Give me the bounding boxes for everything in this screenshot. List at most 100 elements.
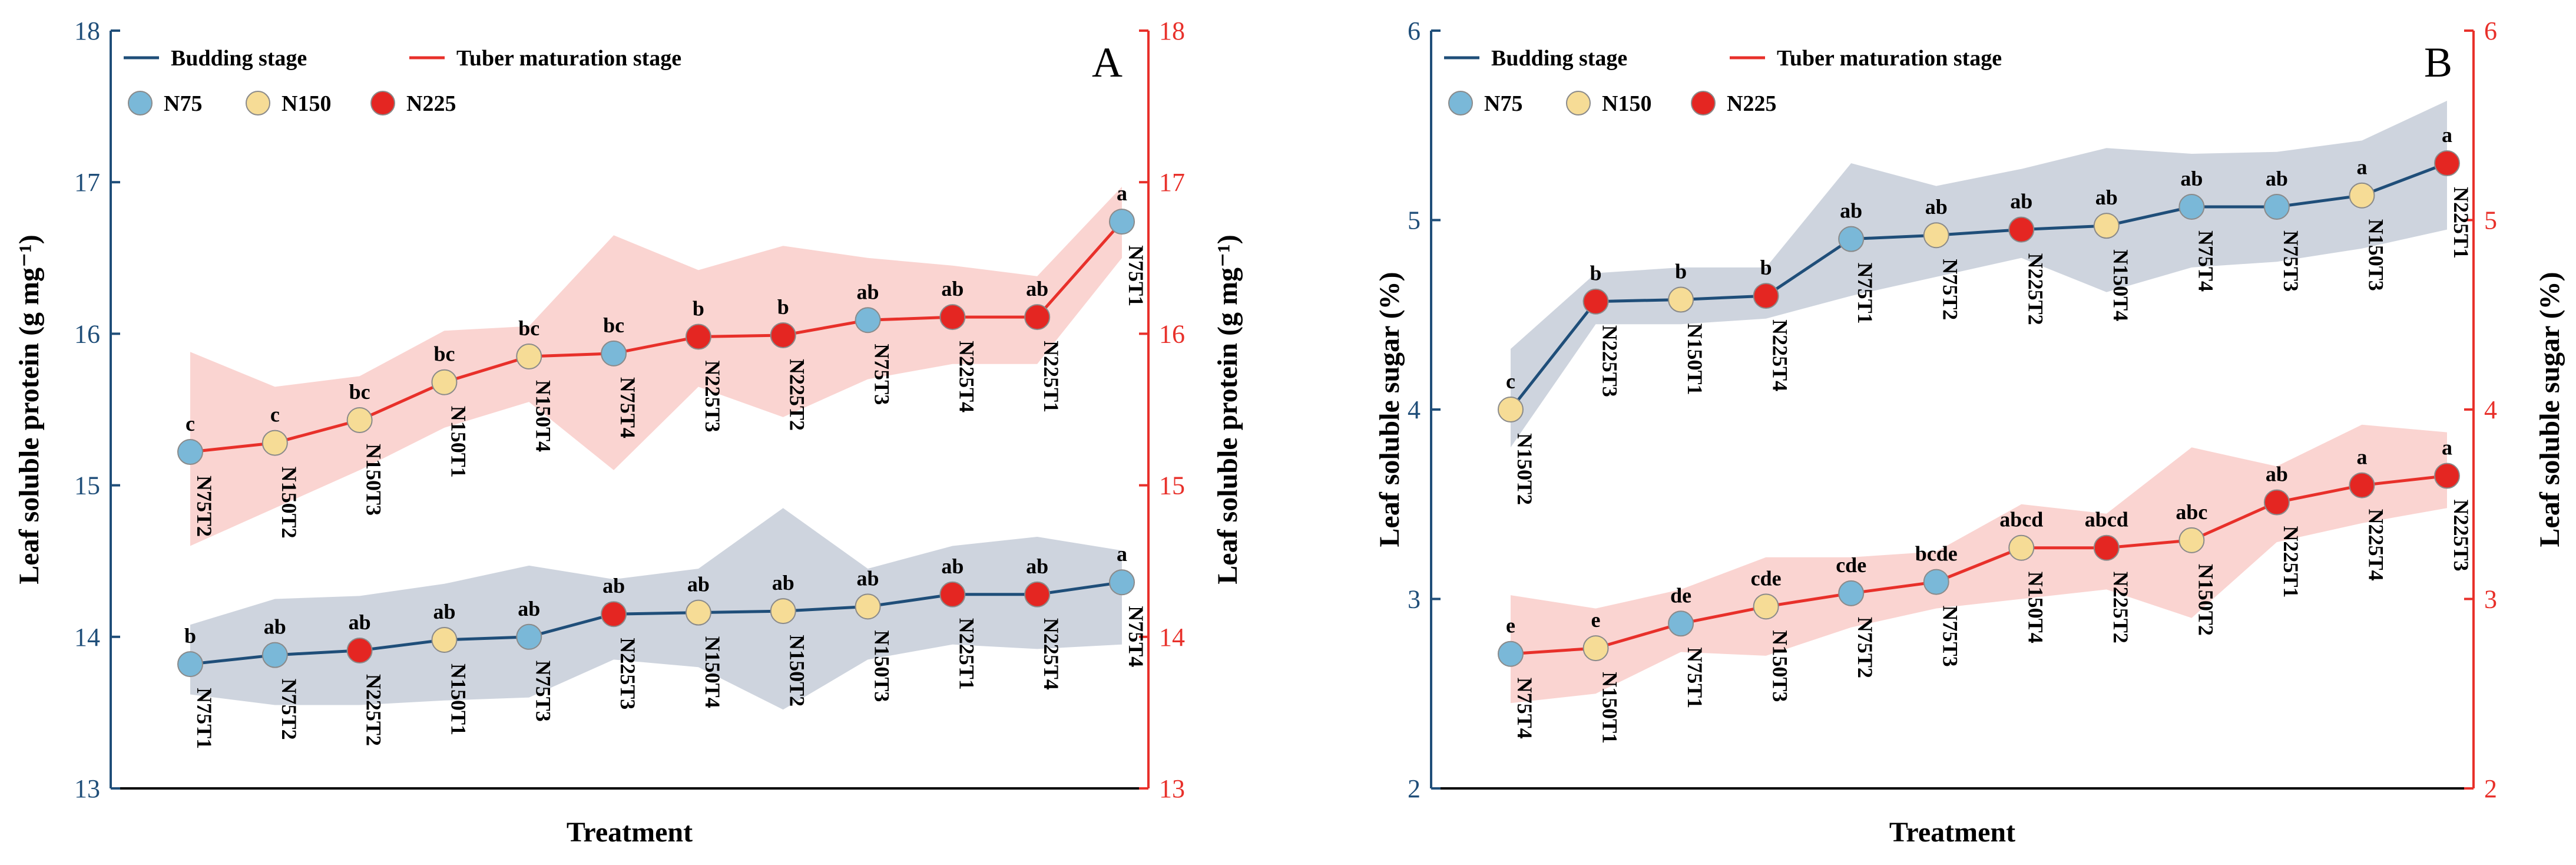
significance-label: ab <box>1026 554 1048 578</box>
treatment-label: N225T2 <box>2109 572 2133 643</box>
line-maturation <box>1510 474 2448 656</box>
right-tick-label: 15 <box>1159 471 1185 500</box>
treatment-label: N150T3 <box>870 630 894 702</box>
point-N150T4 <box>685 599 711 626</box>
legend-label-budding: Budding stage <box>1491 46 1627 71</box>
right-tick-label: 3 <box>2484 585 2497 614</box>
point-N225T4 <box>1753 283 1779 309</box>
point-N225T3 <box>685 323 711 350</box>
treatment-label: N150T1 <box>446 406 470 478</box>
point-N225T4 <box>1024 581 1051 608</box>
treatment-label: N75T3 <box>1939 606 1962 667</box>
treatment-label: N150T1 <box>1683 323 1707 395</box>
left-tick-label: 6 <box>1408 16 1421 45</box>
treatment-label: N75T1 <box>1853 263 1877 324</box>
legend-label-N150: N150 <box>1602 91 1651 116</box>
left-tick-label: 13 <box>74 774 100 803</box>
right-tick-label: 13 <box>1159 774 1185 803</box>
significance-label: abc <box>2176 500 2207 524</box>
significance-label: bc <box>518 316 539 340</box>
significance-label: de <box>1670 583 1691 607</box>
right-tick-label: 5 <box>2484 206 2497 235</box>
significance-label: ab <box>518 597 540 620</box>
point-N150T4 <box>2093 213 2120 239</box>
point-N75T3 <box>1923 569 1949 595</box>
point-N225T3 <box>601 601 627 628</box>
significance-label: ab <box>2266 167 2288 190</box>
point-N225T3 <box>2434 463 2460 489</box>
significance-label: ab <box>2010 190 2032 213</box>
left-tick-label: 3 <box>1408 585 1421 614</box>
significance-label: c <box>270 403 280 427</box>
y-axis-title-left: Leaf soluble sugar (%) <box>1374 272 1405 547</box>
significance-label: bcde <box>1915 542 1958 566</box>
significance-label: ab <box>941 277 963 301</box>
point-N150T2 <box>2178 527 2205 553</box>
significance-label: ab <box>1840 199 1862 223</box>
significance-label: ab <box>349 610 371 634</box>
left-tick-label: 18 <box>74 16 100 45</box>
panel-letter: B <box>2424 39 2452 86</box>
point-N150T3 <box>1753 593 1779 620</box>
significance-label: c <box>186 412 195 435</box>
band-maturation <box>190 186 1122 546</box>
significance-label: bc <box>349 380 370 404</box>
treatment-label: N225T1 <box>955 618 978 690</box>
significance-label: e <box>1591 608 1601 632</box>
panel-A: 13 13 14 14 15 15 16 16 17 17 18 18 Leaf soluble pro… <box>14 16 1243 848</box>
treatment-label: N150T1 <box>1598 672 1622 744</box>
treatment-label: N75T2 <box>193 476 216 537</box>
legend-label-budding: Budding stage <box>171 46 307 71</box>
treatment-label: N75T3 <box>870 344 894 405</box>
left-tick-label: 4 <box>1408 395 1421 424</box>
legend-marker-N225 <box>1691 91 1716 115</box>
point-N75T1 <box>1668 610 1694 637</box>
legend: Budding stage Tuber maturation stage N75 N1… <box>1444 46 2002 116</box>
significance-label: abcd <box>2085 508 2128 531</box>
treatment-label: N75T1 <box>193 688 216 749</box>
point-N150T2 <box>261 430 288 456</box>
y-axis-title-right: Leaf soluble protein (g mg⁻¹) <box>1212 235 1243 584</box>
significance-label: b <box>1760 256 1772 279</box>
line-maturation <box>190 220 1123 454</box>
treatment-label: N75T4 <box>2194 230 2217 292</box>
legend-label-N225: N225 <box>406 91 456 116</box>
significance-label: ab <box>602 574 625 597</box>
significance-label: a <box>1117 542 1127 566</box>
significance-label: a <box>2442 123 2452 147</box>
treatment-label: N150T2 <box>1513 433 1537 505</box>
significance-label: b <box>184 624 196 648</box>
treatment-label: N225T3 <box>1598 325 1622 397</box>
significance-label: b <box>1675 260 1687 283</box>
significance-label: abcd <box>1999 508 2043 531</box>
right-tick-label: 14 <box>1159 623 1185 652</box>
point-N150T1 <box>1582 635 1609 662</box>
significance-label: ab <box>264 615 286 639</box>
significance-label: a <box>2356 445 2367 469</box>
point-N75T2 <box>1923 222 1949 249</box>
treatment-label: N150T4 <box>2109 249 2133 321</box>
treatment-label: N225T1 <box>1039 341 1063 412</box>
panel-letter: A <box>1092 39 1123 86</box>
treatment-label: N75T1 <box>1683 647 1707 708</box>
point-N75T3 <box>516 623 542 650</box>
significance-label: bc <box>433 342 455 366</box>
treatment-label: N75T3 <box>531 661 555 722</box>
point-N75T4 <box>1498 641 1524 667</box>
right-tick-label: 2 <box>2484 774 2497 803</box>
line-budding <box>190 580 1123 666</box>
point-N225T2 <box>2093 534 2120 561</box>
treatment-label: N75T4 <box>1124 606 1148 667</box>
treatment-label: N225T4 <box>2364 509 2388 581</box>
left-tick-label: 5 <box>1408 206 1421 235</box>
significance-label: ab <box>857 566 879 590</box>
point-N150T4 <box>2008 534 2035 561</box>
point-N150T3 <box>346 407 373 434</box>
treatment-label: N225T4 <box>1039 618 1063 690</box>
left-tick-label: 14 <box>74 623 100 652</box>
treatment-label: N75T4 <box>616 377 640 438</box>
significance-label: c <box>1506 369 1515 393</box>
treatment-label: N225T3 <box>701 361 724 432</box>
significance-label: a <box>1117 181 1127 205</box>
